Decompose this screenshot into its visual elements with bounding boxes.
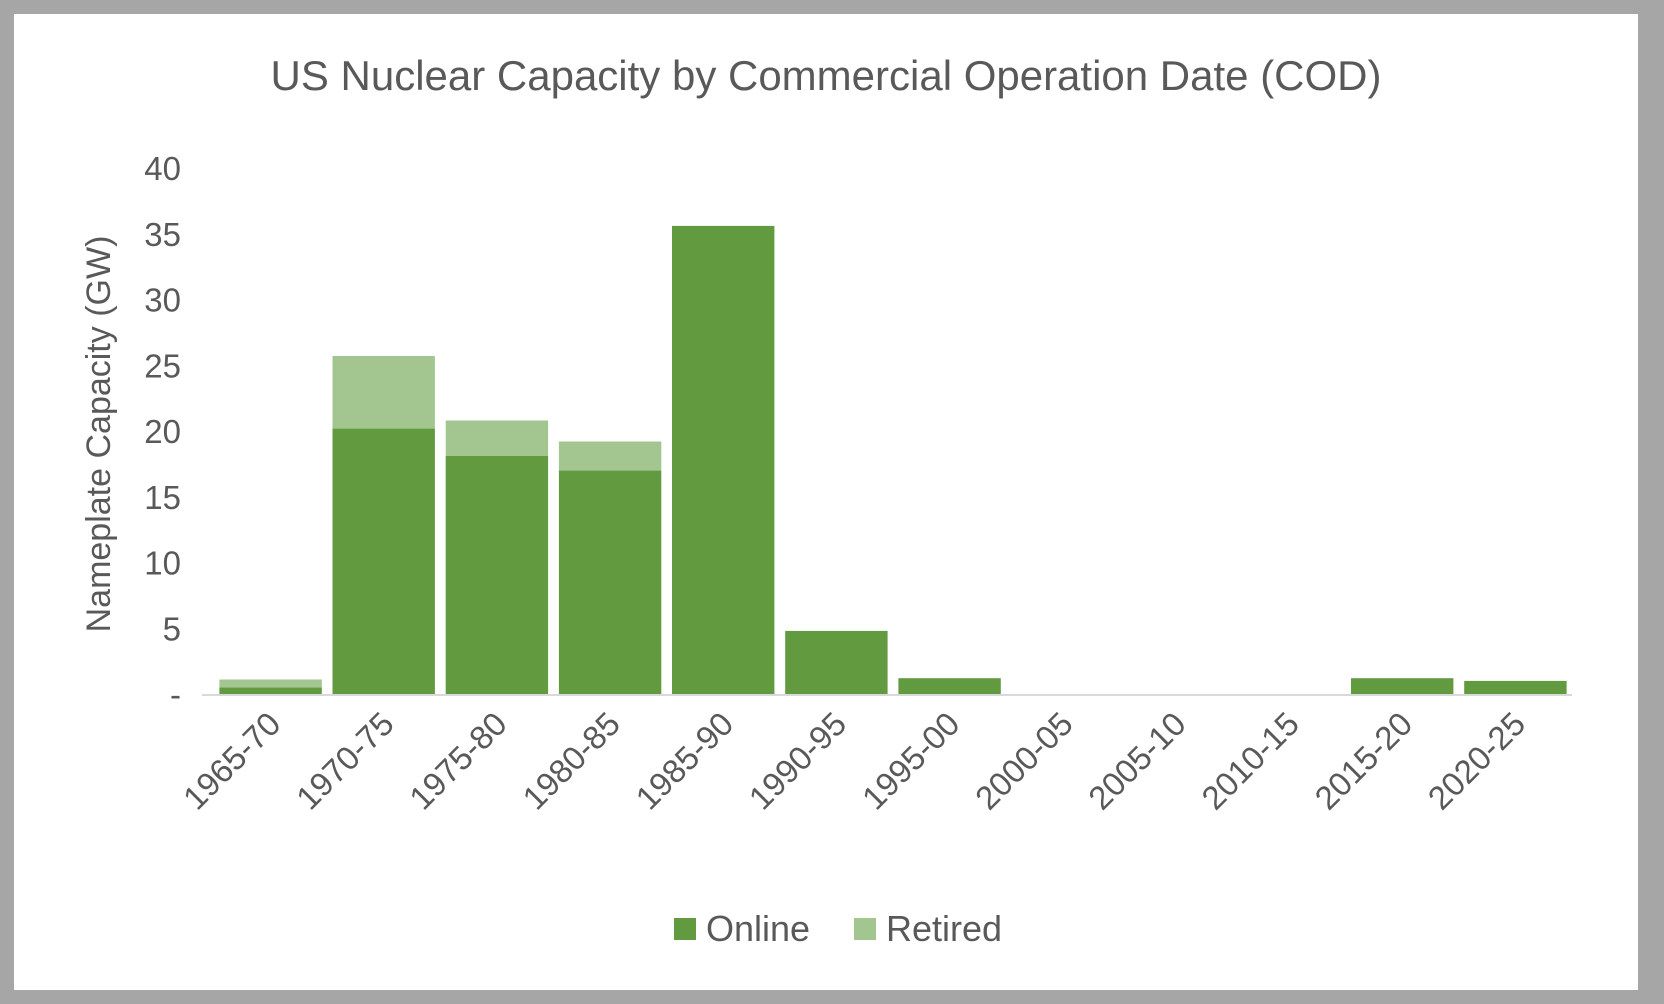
x-axis-ticks: 1965-70 1970-75 1975-80 1980-85 1985-90 1990-… bbox=[176, 705, 1533, 817]
legend-label-online: Online bbox=[706, 908, 810, 949]
bar-online-1990-95 bbox=[785, 630, 888, 694]
bar-retired-1975-80 bbox=[445, 420, 549, 456]
bar-online-1995-00 bbox=[898, 678, 1001, 694]
y-tick-label: 10 bbox=[144, 545, 181, 582]
bar-online-1980-85 bbox=[558, 470, 662, 694]
x-tick-label: 1990-95 bbox=[742, 705, 854, 817]
y-tick-label: 30 bbox=[144, 282, 181, 319]
bars bbox=[219, 225, 1567, 694]
x-tick-label: 1975-80 bbox=[402, 705, 514, 817]
x-tick-label: 2020-25 bbox=[1421, 705, 1533, 817]
chart-frame: US Nuclear Capacity by Commercial Operat… bbox=[14, 14, 1638, 990]
x-tick-label: 1965-70 bbox=[176, 705, 288, 817]
y-tick-label: 15 bbox=[144, 479, 181, 516]
chart-title: US Nuclear Capacity by Commercial Operat… bbox=[270, 52, 1381, 99]
bar-online-1965-70 bbox=[219, 687, 322, 694]
bar-online-1970-75 bbox=[332, 428, 435, 694]
legend-swatch-retired bbox=[854, 918, 876, 940]
bar-retired-1980-85 bbox=[558, 441, 662, 471]
x-tick-label: 1995-00 bbox=[855, 705, 967, 817]
y-axis-ticks: - 5 10 15 20 25 30 35 40 bbox=[144, 150, 181, 713]
x-tick-label: 2005-10 bbox=[1081, 705, 1193, 817]
y-tick-label: 35 bbox=[144, 216, 181, 253]
x-tick-label: 2015-20 bbox=[1307, 705, 1419, 817]
bar-online-2020-25 bbox=[1464, 680, 1567, 694]
x-tick-label: 2010-15 bbox=[1194, 705, 1306, 817]
x-tick-label: 1980-85 bbox=[515, 705, 627, 817]
legend: Online Retired bbox=[674, 908, 1002, 949]
legend-label-retired: Retired bbox=[886, 908, 1002, 949]
x-tick-label: 1985-90 bbox=[628, 705, 740, 817]
bar-retired-1965-70 bbox=[219, 679, 322, 688]
bar-retired-1970-75 bbox=[332, 356, 435, 429]
y-tick-label: 5 bbox=[163, 610, 181, 647]
y-tick-label: 40 bbox=[144, 150, 181, 187]
x-tick-label: 2000-05 bbox=[968, 705, 1080, 817]
x-tick-label: 1970-75 bbox=[289, 705, 401, 817]
bar-online-1985-90 bbox=[672, 225, 775, 694]
bar-online-2015-20 bbox=[1351, 678, 1454, 694]
y-axis-title: Nameplate Capacity (GW) bbox=[80, 236, 118, 633]
bar-online-1975-80 bbox=[445, 456, 549, 694]
legend-swatch-online bbox=[674, 918, 696, 940]
y-tick-label: 25 bbox=[144, 347, 181, 384]
y-tick-label: 20 bbox=[144, 413, 181, 450]
y-tick-label: - bbox=[170, 676, 181, 713]
chart-svg: US Nuclear Capacity by Commercial Operat… bbox=[80, 52, 1572, 949]
